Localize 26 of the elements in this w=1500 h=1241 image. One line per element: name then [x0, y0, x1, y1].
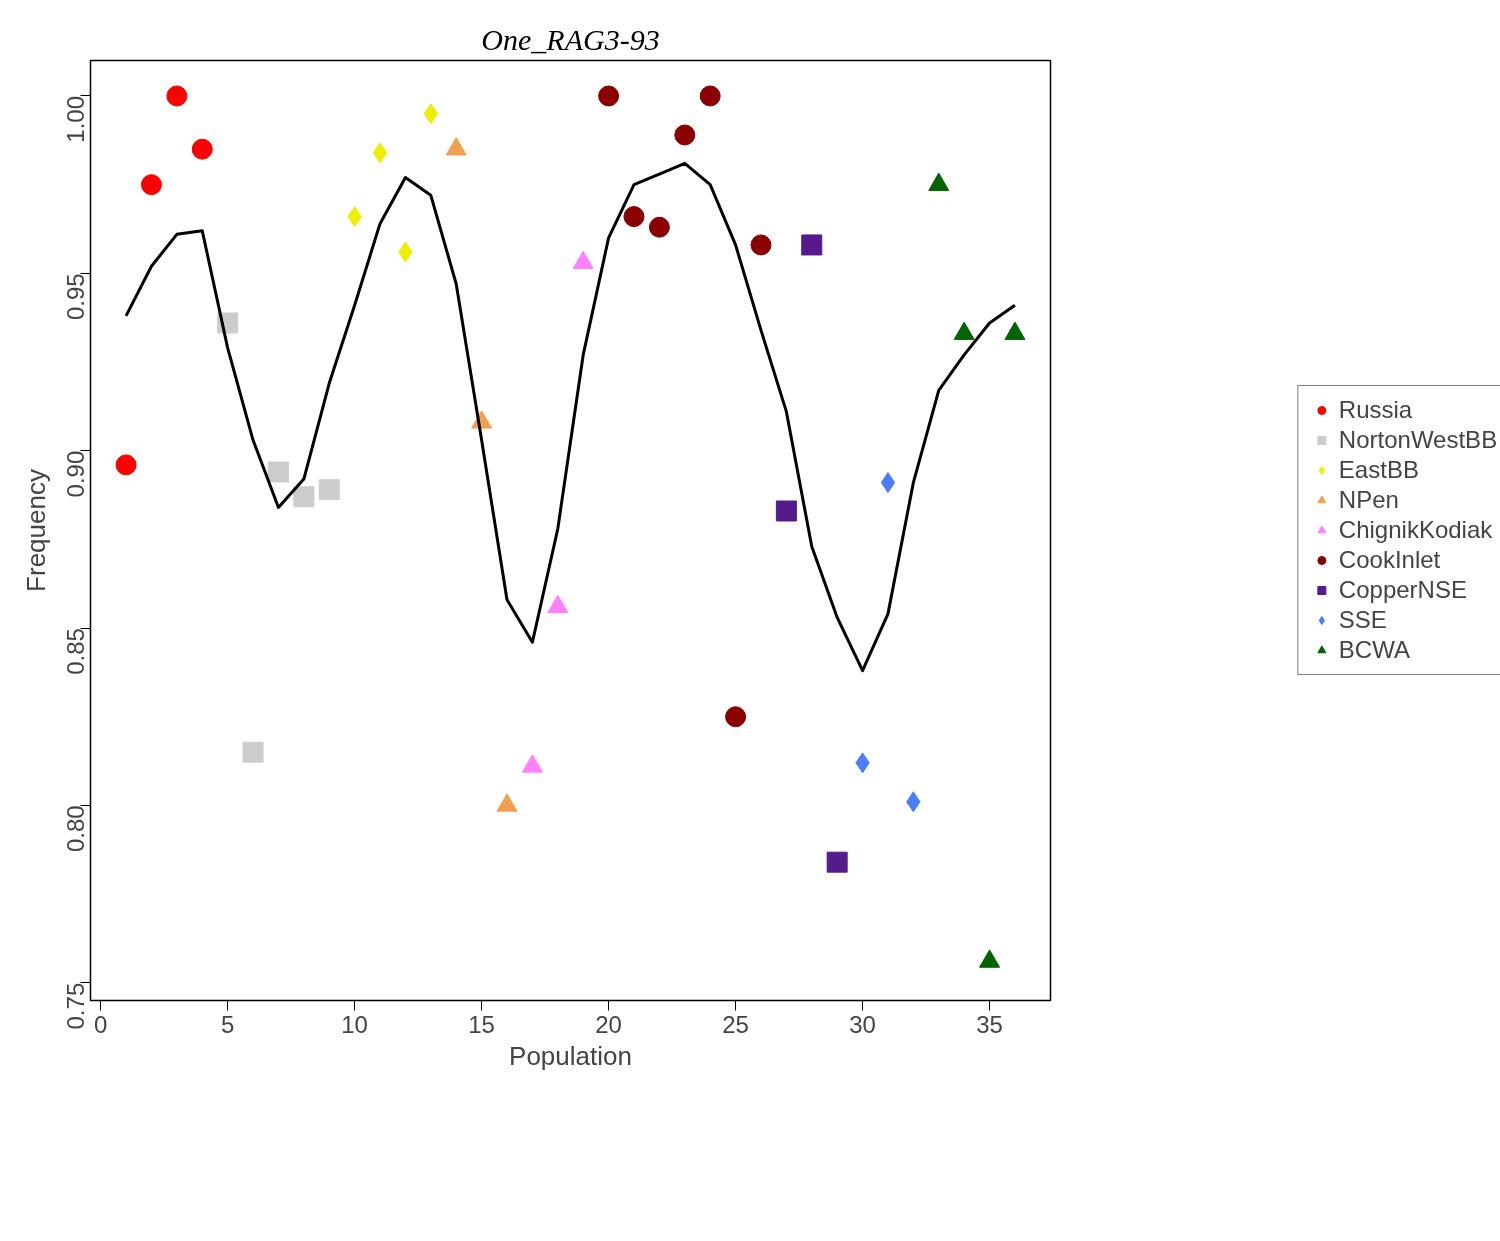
- y-tick-label: 0.95: [62, 273, 89, 321]
- y-tick-label: 0.90: [62, 450, 89, 498]
- y-axis-title: Frequency: [20, 469, 51, 592]
- x-tick-label: 25: [722, 1010, 749, 1038]
- legend-label: EastBB: [1338, 456, 1419, 484]
- legend-label: NortonWestBB: [1338, 426, 1498, 454]
- legend-label: SSE: [1338, 606, 1387, 634]
- x-tick-label: 20: [595, 1010, 622, 1038]
- x-tick-label: 5: [220, 1010, 235, 1038]
- x-tick-label: 10: [341, 1010, 368, 1038]
- y-tick-label: 0.80: [62, 805, 89, 853]
- chart-title: One_RAG3-93: [481, 22, 660, 56]
- x-tick-label: 30: [849, 1010, 876, 1038]
- legend-label: CopperNSE: [1338, 576, 1467, 604]
- x-axis-title: Population: [509, 1040, 632, 1071]
- x-tick-label: 35: [976, 1010, 1003, 1038]
- legend-label: ChignikKodiak: [1338, 516, 1493, 544]
- legend-label: Russia: [1338, 396, 1413, 424]
- legend-label: CookInlet: [1338, 546, 1441, 574]
- y-tick-label: 0.85: [62, 628, 89, 675]
- y-tick-label: 1.00: [62, 95, 89, 143]
- x-tick-label: 0: [93, 1010, 108, 1038]
- legend-label: NPen: [1338, 486, 1399, 514]
- x-tick-label: 15: [468, 1010, 495, 1038]
- legend-label: BCWA: [1338, 636, 1410, 664]
- y-tick-label: 0.75: [62, 982, 89, 1030]
